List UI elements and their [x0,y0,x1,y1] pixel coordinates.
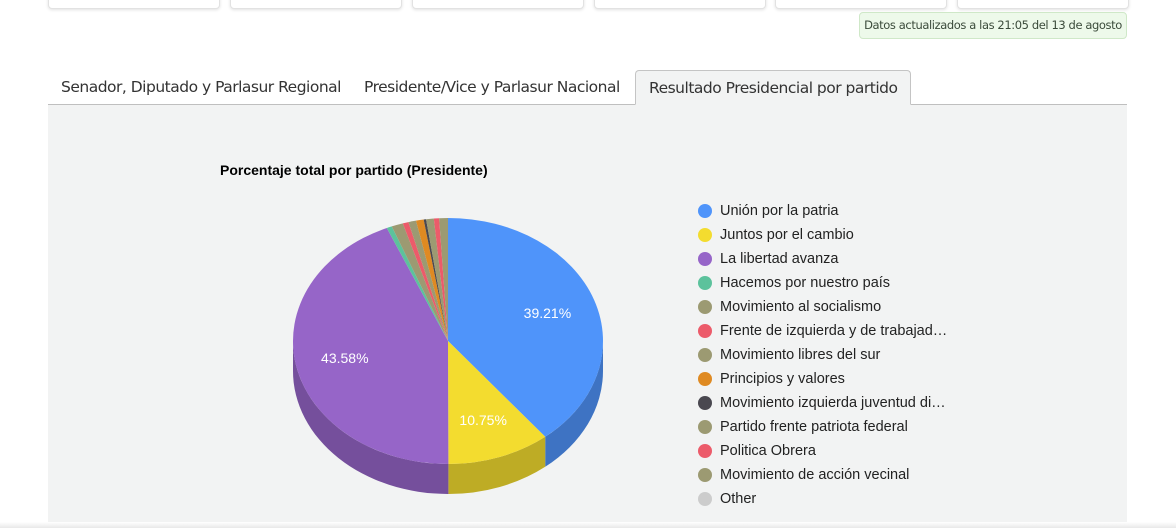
legend-swatch [698,276,712,290]
legend-label: Frente de izquierda y de trabajad… [720,323,948,339]
page-bottom-edge [0,522,1176,528]
legend-item[interactable]: Movimiento al socialismo [698,295,947,319]
legend-item[interactable]: Politica Obrera [698,439,947,463]
legend-item[interactable]: Other [698,487,947,511]
tab-presidente-vice[interactable]: Presidente/Vice y Parlasur Nacional [364,78,620,96]
update-status-banner: Datos actualizados a las 21:05 del 13 de… [859,12,1127,39]
pie-slice[interactable] [448,341,546,464]
legend-item[interactable]: Movimiento de acción vecinal [698,463,947,487]
legend-item[interactable]: Movimiento libres del sur [698,343,947,367]
legend-swatch [698,252,712,266]
legend-label: Movimiento libres del sur [720,347,881,363]
legend-swatch [698,300,712,314]
legend-label: Movimiento al socialismo [720,299,882,315]
legend-swatch [698,420,712,434]
legend-item[interactable]: Unión por la patria [698,199,947,223]
pie-slice[interactable] [433,218,448,341]
legend-label: Principios y valores [720,371,845,387]
pie-data-label: 39.21% [524,305,571,321]
pie-data-label: 43.58% [321,350,368,366]
pie-slice[interactable] [423,219,448,341]
pie-slice[interactable] [391,223,448,341]
pie-slice[interactable] [386,226,448,341]
summary-card [957,0,1129,9]
chart-legend: Unión por la patria Juntos por el cambio L… [698,199,947,511]
legend-swatch [698,468,712,482]
legend-swatch [698,324,712,338]
summary-card [594,0,766,9]
legend-item[interactable]: Partido frente patriota federal [698,415,947,439]
pie-slice[interactable] [439,218,448,341]
summary-card [775,0,947,9]
pie-data-label: 10.75% [459,412,506,428]
legend-label: Hacemos por nuestro país [720,275,891,291]
legend-label: Unión por la patria [720,203,839,219]
legend-swatch [698,228,712,242]
chart-title: Porcentaje total por partido (Presidente… [220,162,488,178]
legend-label: Politica Obrera [720,443,816,459]
legend-item[interactable]: Juntos por el cambio [698,223,947,247]
summary-card [412,0,584,9]
legend-swatch [698,372,712,386]
legend-label: Movimiento de acción vecinal [720,467,910,483]
summary-card [230,0,402,9]
pie-slice-side [448,436,546,494]
legend-item[interactable]: La libertad avanza [698,247,947,271]
legend-swatch [698,444,712,458]
tab-senador-diputado[interactable]: Senador, Diputado y Parlasur Regional [61,78,341,96]
pie-slice[interactable] [402,222,448,341]
legend-item[interactable]: Hacemos por nuestro país [698,271,947,295]
legend-label: Partido frente patriota federal [720,419,908,435]
legend-label: Juntos por el cambio [720,227,854,243]
tab-resultado-presidencial[interactable]: Resultado Presidencial por partido [635,70,912,105]
pie-slice[interactable] [426,218,448,341]
legend-swatch [698,396,712,410]
tab-bar: Senador, Diputado y Parlasur Regional Pr… [48,70,1127,105]
legend-label: Other [720,491,757,507]
pie-slice[interactable] [448,218,603,437]
pie-slice-side [545,341,603,467]
pie-slice-side [293,341,449,494]
pie-slice[interactable] [293,227,449,464]
legend-label: La libertad avanza [720,251,839,267]
legend-swatch [698,492,712,506]
legend-label: Movimiento izquierda juventud di… [720,395,946,411]
legend-item[interactable]: Frente de izquierda y de trabajad… [698,319,947,343]
legend-item[interactable]: Principios y valores [698,367,947,391]
summary-card [48,0,220,9]
pie-slice[interactable] [408,220,448,341]
legend-swatch [698,204,712,218]
legend-swatch [698,348,712,362]
legend-item[interactable]: Movimiento izquierda juventud di… [698,391,947,415]
pie-slice[interactable] [415,219,448,341]
